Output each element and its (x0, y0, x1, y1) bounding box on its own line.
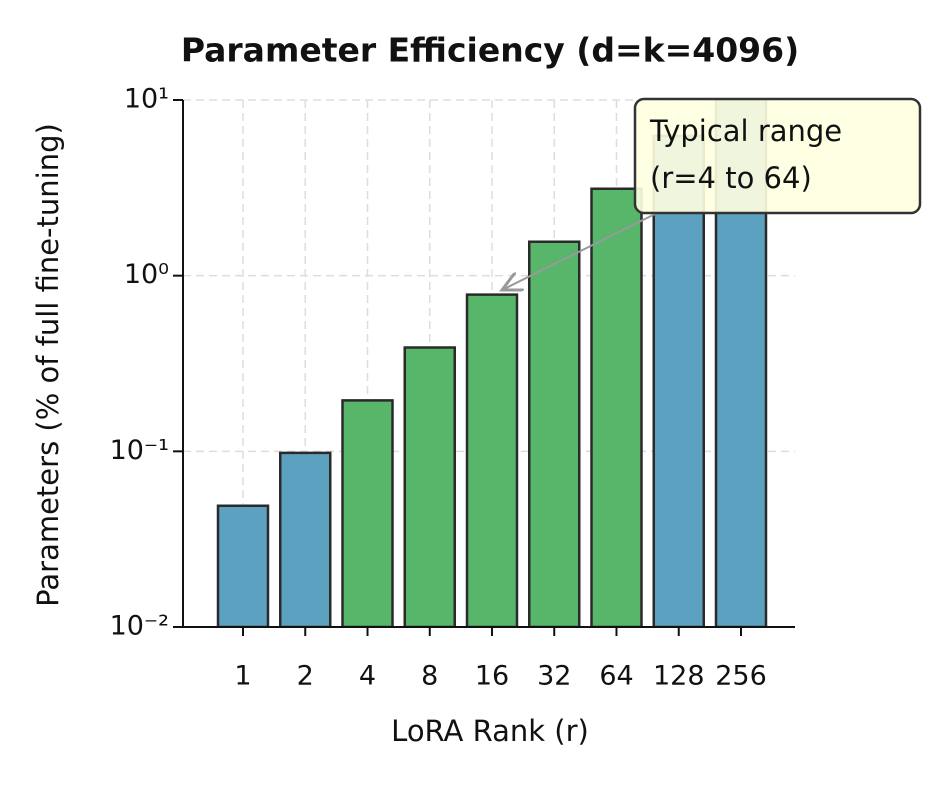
x-tick-label: 1 (234, 661, 251, 692)
y-axis-label: Parameters (% of full fine-tuning) (31, 123, 65, 607)
x-tick-label: 2 (297, 661, 314, 692)
x-tick-label: 256 (715, 661, 767, 692)
bars (216, 100, 768, 627)
x-tick-label: 16 (475, 661, 509, 692)
chart-title: Parameter Efficiency (d=k=4096) (181, 31, 799, 70)
y-tick-label: 10⁻¹ (110, 435, 169, 466)
annotation-line: Typical range (649, 114, 842, 148)
y-tick-label: 10¹ (124, 84, 169, 115)
bar (590, 187, 643, 627)
y-tick-label: 10⁰ (124, 259, 169, 290)
x-tick-label: 32 (537, 661, 571, 692)
x-axis-label: LoRA Rank (r) (391, 714, 589, 748)
x-tick-label: 8 (421, 661, 438, 692)
bar (403, 346, 456, 627)
annotation-arrow (502, 213, 656, 290)
bar (216, 504, 270, 627)
annotation-box (633, 97, 922, 215)
bar (341, 399, 394, 627)
bar (465, 293, 519, 627)
x-tick-label: 64 (599, 661, 633, 692)
bar (528, 240, 581, 627)
x-tick-label: 128 (653, 661, 705, 692)
x-tick-label: 4 (359, 661, 376, 692)
bar (279, 451, 332, 627)
annotation-line: (r=4 to 64) (650, 161, 812, 195)
y-tick-label: 10⁻² (110, 611, 169, 642)
